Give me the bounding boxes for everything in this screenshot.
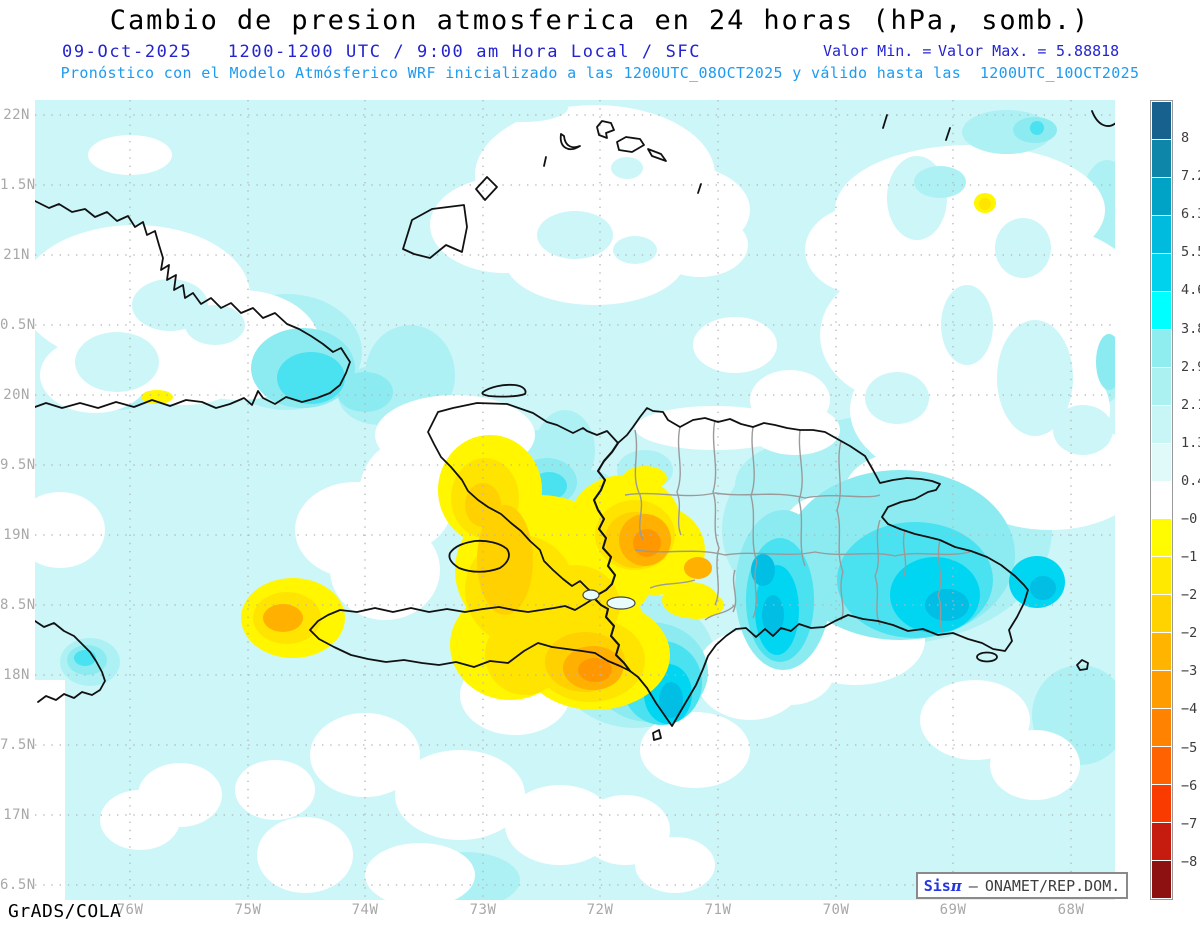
lon-tick-label: 70W	[822, 902, 850, 918]
colorbar-segment	[1152, 595, 1171, 633]
colorbar-segment	[1152, 291, 1171, 329]
northeast-corner-cay	[1091, 110, 1115, 127]
colorbar-segment	[1152, 823, 1171, 861]
colorbar-label: −4.6	[1181, 701, 1200, 717]
lon-tick-label: 76W	[116, 902, 144, 918]
colorbar-segment	[1152, 671, 1171, 709]
sispi-brand: Sisπ	[923, 876, 962, 895]
page-title: Cambio de presion atmosferica en 24 hora…	[109, 5, 1091, 36]
lat-tick-label: 0.5N	[0, 317, 36, 333]
colorbar-label: 2.9	[1181, 359, 1200, 375]
map-canvas	[35, 100, 1115, 900]
colorbar-label: −2.1	[1181, 587, 1200, 603]
lat-tick-label: 22N	[3, 107, 30, 123]
colorbar-label: −1.3	[1181, 549, 1200, 565]
valor-min-label: Valor Min. =	[823, 42, 932, 60]
colorbar-segment	[1152, 329, 1171, 367]
colorbar-segment	[1152, 747, 1171, 785]
colorbar-segment	[1152, 785, 1171, 823]
forecast-model-line: Pronóstico con el Modelo Atmósferico WRF…	[60, 64, 1140, 82]
colorbar-segment	[1152, 177, 1171, 215]
lat-tick-label: 20N	[3, 387, 30, 403]
lon-tick-label: 71W	[704, 902, 732, 918]
valor-max-value: 5.88818	[1056, 42, 1120, 60]
colorbar	[1150, 100, 1173, 900]
colorbar-segment	[1152, 633, 1171, 671]
colorbar-label: −5.5	[1181, 740, 1200, 756]
colorbar-label: −6.3	[1181, 778, 1200, 794]
colorbar-segment	[1152, 253, 1171, 291]
province-borders	[624, 419, 971, 633]
jamaica-coastline	[35, 620, 106, 703]
colorbar-label: −8	[1181, 854, 1198, 870]
subtitle-datetime: 09-Oct-2025 1200-1200 UTC / 9:00 am Hora…	[62, 42, 702, 62]
colorbar-label: −3.8	[1181, 663, 1200, 679]
tortue-island	[481, 383, 527, 398]
little-inagua-island	[475, 176, 498, 201]
badge-org: ONAMET/REP.DOM.	[984, 876, 1121, 895]
colorbar-label: −2.9	[1181, 625, 1200, 641]
colorbar-segment	[1152, 215, 1171, 253]
lon-tick-label: 72W	[586, 902, 614, 918]
haiti-dr-border	[592, 441, 632, 673]
colorbar-segment	[1152, 405, 1171, 443]
colorbar-label: 7.2	[1181, 168, 1200, 184]
etang-saumatre-lake	[582, 589, 600, 601]
colorbar-segment	[1152, 102, 1171, 139]
colorbar-segment	[1152, 139, 1171, 177]
colorbar-segment	[1152, 709, 1171, 747]
lat-tick-label: 18N	[3, 667, 30, 683]
turks-caicos-islands	[543, 120, 702, 194]
colorbar-label: 8	[1181, 130, 1190, 146]
colorbar-label: 2.1	[1181, 397, 1200, 413]
badge-separator: –	[968, 876, 978, 895]
beata-island	[652, 729, 662, 741]
great-inagua-island	[402, 204, 468, 259]
colorbar-label: 4.6	[1181, 282, 1200, 298]
silver-bank-cays	[882, 114, 951, 141]
colorbar-label: 3.8	[1181, 321, 1200, 337]
coastlines	[35, 110, 1115, 741]
gonave-island	[448, 539, 510, 573]
lon-tick-label: 74W	[351, 902, 379, 918]
colorbar-label: −7.2	[1181, 816, 1200, 832]
lat-tick-label: 17N	[3, 807, 30, 823]
lon-tick-label: 68W	[1057, 902, 1085, 918]
colorbar-label: −0.4	[1181, 511, 1200, 527]
hispaniola-coastline	[309, 402, 1029, 727]
subtitle-line: 09-Oct-2025 1200-1200 UTC / 9:00 am Hora…	[0, 42, 1200, 62]
colorbar-segment	[1152, 443, 1171, 481]
lat-tick-label: 1.5N	[0, 177, 36, 193]
onamet-badge: Sisπ – ONAMET/REP.DOM.	[916, 872, 1128, 899]
lon-tick-label: 69W	[939, 902, 967, 918]
lat-tick-label: 6.5N	[0, 877, 36, 893]
lon-tick-label: 73W	[469, 902, 497, 918]
colorbar-label: 5.5	[1181, 244, 1200, 260]
lat-tick-label: 8.5N	[0, 597, 36, 613]
colorbar-label: 6.3	[1181, 206, 1200, 222]
pi-glyph: π	[950, 876, 962, 895]
colorbar-label: 1.3	[1181, 435, 1200, 451]
lat-tick-label: 21N	[3, 247, 30, 263]
lat-tick-label: 7.5N	[0, 737, 36, 753]
valor-max-label: Valor Max. =	[938, 42, 1047, 60]
lon-tick-label: 75W	[234, 902, 262, 918]
colorbar-segment	[1152, 519, 1171, 557]
colorbar-segment	[1152, 861, 1171, 899]
border-lakes	[582, 589, 636, 610]
lago-enriquillo-lake	[606, 596, 636, 610]
mona-island	[1076, 659, 1089, 671]
cuba-coastline	[35, 200, 351, 409]
saona-island	[976, 651, 998, 663]
lat-tick-label: 9.5N	[0, 457, 36, 473]
colorbar-segment	[1152, 557, 1171, 595]
lat-tick-label: 19N	[3, 527, 30, 543]
colorbar-label: 0.4	[1181, 473, 1200, 489]
grads-credit: GrADS/COLA	[8, 901, 122, 922]
colorbar-segment	[1152, 481, 1171, 519]
colorbar-segment	[1152, 367, 1171, 405]
